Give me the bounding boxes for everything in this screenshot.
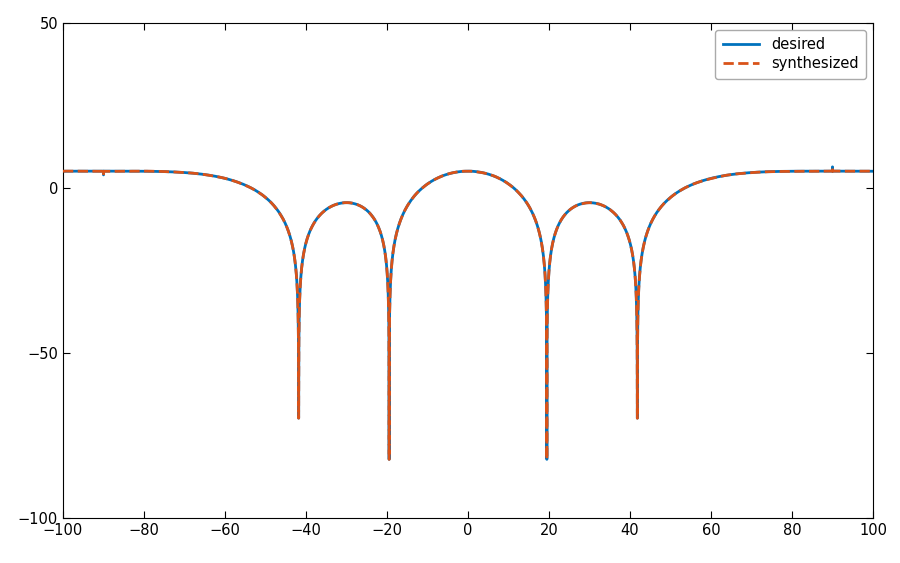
desired (824, 168, 835, 175)
synthesized (58, 168, 68, 175)
desired (216, 174, 227, 181)
desired (106, 168, 117, 175)
synthesized (827, 163, 838, 170)
synthesized (542, 456, 553, 463)
synthesized (216, 174, 227, 181)
desired (454, 168, 464, 175)
desired (868, 168, 878, 175)
synthesized (91, 168, 102, 175)
Line: synthesized: synthesized (63, 167, 873, 459)
Line: desired: desired (63, 167, 873, 459)
synthesized (454, 168, 464, 175)
desired (58, 168, 68, 175)
desired (827, 163, 838, 170)
synthesized (824, 168, 835, 175)
synthesized (868, 168, 878, 175)
desired (542, 456, 553, 463)
Legend: desired, synthesized: desired, synthesized (716, 30, 866, 79)
synthesized (61, 168, 72, 175)
desired (61, 168, 72, 175)
desired (91, 168, 102, 175)
synthesized (106, 168, 117, 175)
